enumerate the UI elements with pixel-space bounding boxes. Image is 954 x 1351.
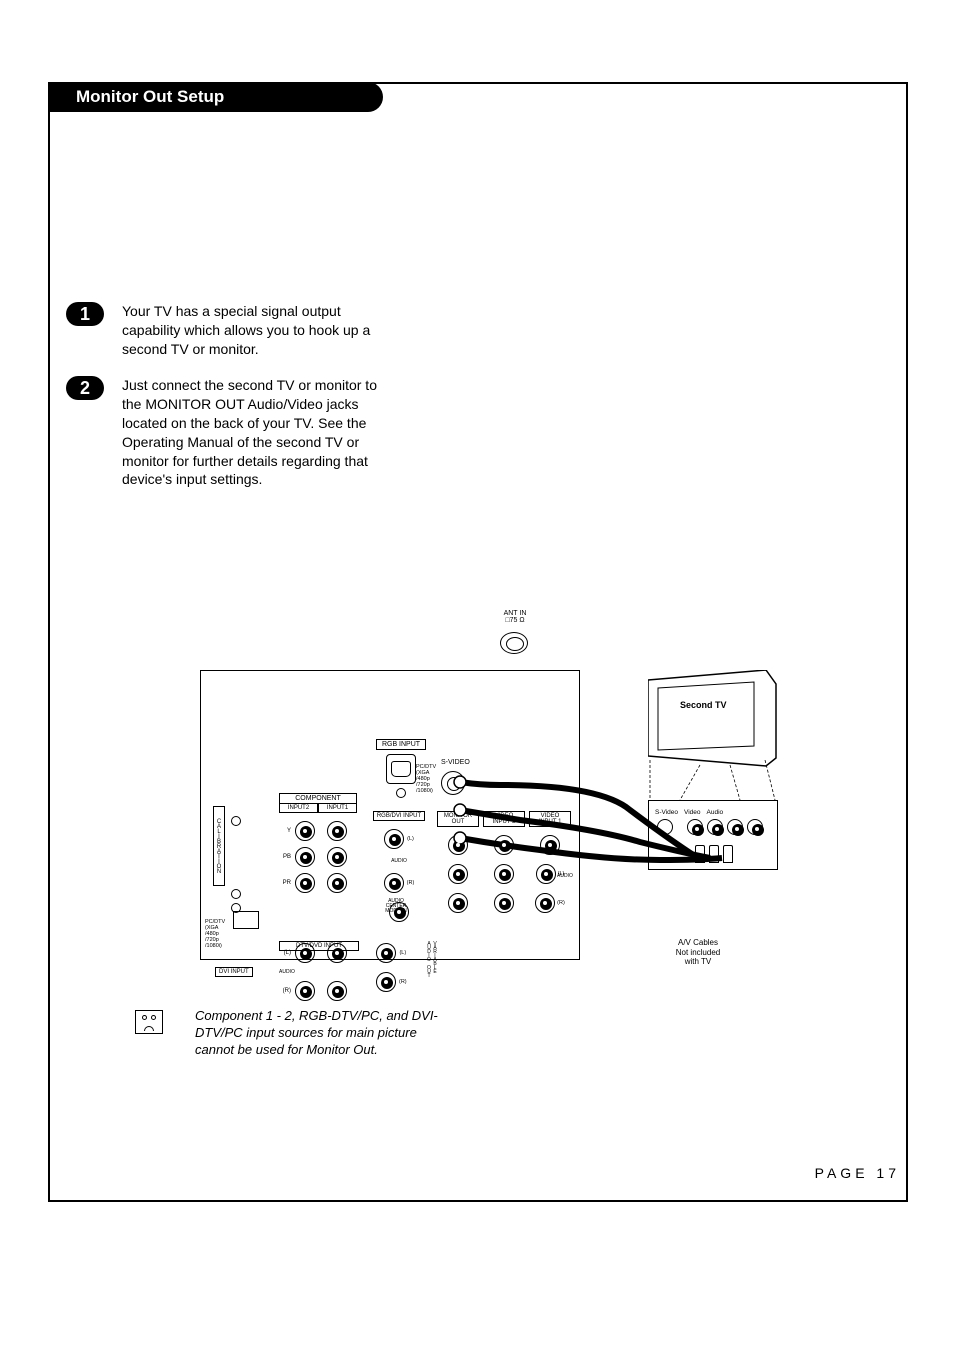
audio-label: AUDIO	[279, 969, 291, 975]
rca-jack-icon	[376, 972, 396, 992]
rca-jack-icon	[494, 835, 514, 855]
step-text-2: Just connect the second TV or monitor to…	[122, 376, 397, 489]
component-block: COMPONENT INPUT2 INPUT1 Y PB PR	[279, 793, 357, 893]
rca-jack-icon	[540, 835, 560, 855]
r-label: (R)	[407, 880, 415, 886]
back-svideo-label: S-Video	[655, 809, 678, 816]
antenna-jack-icon	[500, 632, 528, 654]
y-label: Y	[279, 828, 291, 834]
ant-in-label: ANT IN □75 Ω	[490, 610, 540, 624]
rca-jack-icon	[384, 829, 404, 849]
component-label: COMPONENT	[279, 793, 357, 804]
rgb-input-block: RGB INPUT PC/DTV (XGA /480p /720p /1080i…	[376, 739, 426, 800]
r-label: (R)	[279, 988, 291, 994]
rca-jack-icon	[295, 847, 315, 867]
second-tv: Second TV	[648, 670, 778, 768]
rca-jack-icon	[295, 981, 315, 1001]
step-num-1: 1	[80, 304, 90, 325]
monitor-out-label: MONITOR OUT	[437, 811, 479, 827]
rca-jack-icon	[327, 873, 347, 893]
input1-label: INPUT1	[318, 804, 357, 813]
input2-label: INPUT2	[279, 804, 318, 813]
step-badge-1: 1	[66, 302, 104, 326]
note-face-icon	[135, 1010, 163, 1034]
back-audio-label: Audio	[707, 809, 724, 816]
rca-jack-icon	[448, 864, 468, 884]
rca-jack-icon	[384, 873, 404, 893]
l-label: (L)	[407, 836, 414, 842]
pb-label: PB	[279, 854, 291, 860]
header-bar: Monitor Out Setup	[48, 82, 383, 112]
pr-label: PR	[279, 880, 291, 886]
monitor-out-column: MONITOR OUT	[437, 811, 479, 913]
rca-jack-icon	[376, 943, 396, 963]
svideo-label: S-VIDEO	[441, 759, 470, 766]
ant-in-text: ANT IN	[490, 610, 540, 617]
tv-outline-icon	[648, 670, 778, 768]
pcdtv-label2: PC/DTV (XGA /480p /720p /1080i)	[205, 919, 233, 949]
rca-jack-icon	[727, 819, 743, 835]
cable-plug-icon	[723, 845, 733, 863]
l-label: (L)	[399, 950, 406, 956]
pcdtv-label: PC/DTV (XGA /480p /720p /1080i)	[416, 764, 441, 794]
dvi-input-label: DVI INPUT	[215, 967, 253, 977]
rca-jack-icon	[327, 981, 347, 1001]
back-video-label: Video	[684, 809, 701, 816]
rca-jack-icon	[747, 819, 763, 835]
note-text: Component 1 - 2, RGB-DTV/PC, and DVI-DTV…	[195, 1008, 445, 1059]
rca-jack-icon	[535, 893, 555, 913]
svideo-jack-icon	[657, 819, 673, 835]
bottom-audio-block: (L) AUDIO (R)	[279, 943, 355, 1001]
step-text-1: Your TV has a special signal output capa…	[122, 302, 397, 359]
cable-plug-icon	[695, 845, 705, 863]
rca-jack-icon	[295, 873, 315, 893]
rca-jack-icon	[448, 835, 468, 855]
rca-jack-icon	[707, 819, 723, 835]
video-input1-column: VIDEO INPUT 1 (L) (R) AUDIO	[529, 811, 571, 879]
rca-jack-icon	[327, 847, 347, 867]
video-input2-column: VIDEO INPUT 2	[483, 811, 525, 913]
dvi-port-icon	[233, 911, 259, 929]
dtv-dvd-label: DTV/DVD INPUT	[279, 941, 359, 951]
video-input1-label: VIDEO INPUT 1	[529, 811, 571, 827]
rca-jack-icon	[295, 821, 315, 841]
rca-jack-icon	[448, 893, 468, 913]
svideo-jack-icon	[441, 771, 465, 795]
cal-jack-icon	[231, 816, 241, 826]
variable-audio-label: VARIABLE AUDIO OUT	[426, 941, 438, 991]
tv-back-panel: RGB INPUT PC/DTV (XGA /480p /720p /1080i…	[200, 670, 580, 960]
ant-ohm-text: □75 Ω	[490, 617, 540, 624]
rca-jack-icon	[494, 864, 514, 884]
page-title: Monitor Out Setup	[76, 87, 224, 107]
rgb-screw-icon	[396, 788, 406, 798]
rca-jack-icon	[687, 819, 703, 835]
audio-center-label: AUDIO CENTER MODE IN	[376, 899, 416, 914]
rca-jack-icon	[327, 821, 347, 841]
cable-plug-icon	[709, 845, 719, 863]
page-number: PAGE 17	[815, 1165, 900, 1181]
calibration-label: CALIBRATION	[213, 806, 225, 886]
step-badge-2: 2	[66, 376, 104, 400]
video-input2-label: VIDEO INPUT 2	[483, 811, 525, 827]
audio-label: AUDIO	[391, 858, 407, 864]
vga-port-icon	[386, 754, 416, 784]
rgb-input-label: RGB INPUT	[376, 739, 426, 750]
rgb-dvi-label: RGB/DVI INPUT	[373, 811, 425, 821]
r-label: (R)	[557, 900, 565, 906]
audio-label: AUDIO	[557, 873, 571, 879]
second-tv-label: Second TV	[680, 700, 727, 710]
r-label: (R)	[399, 979, 407, 985]
cal-jack2-icon	[231, 889, 241, 899]
connection-diagram: ANT IN □75 Ω RGB INPUT PC/DTV (XGA /480p…	[200, 610, 790, 970]
rca-jack-icon	[536, 864, 556, 884]
step-num-2: 2	[80, 378, 90, 399]
rca-jack-icon	[494, 893, 514, 913]
av-cables-note: A/V Cables Not included with TV	[648, 938, 748, 967]
second-tv-back-panel: S-Video Video Audio	[648, 800, 778, 870]
